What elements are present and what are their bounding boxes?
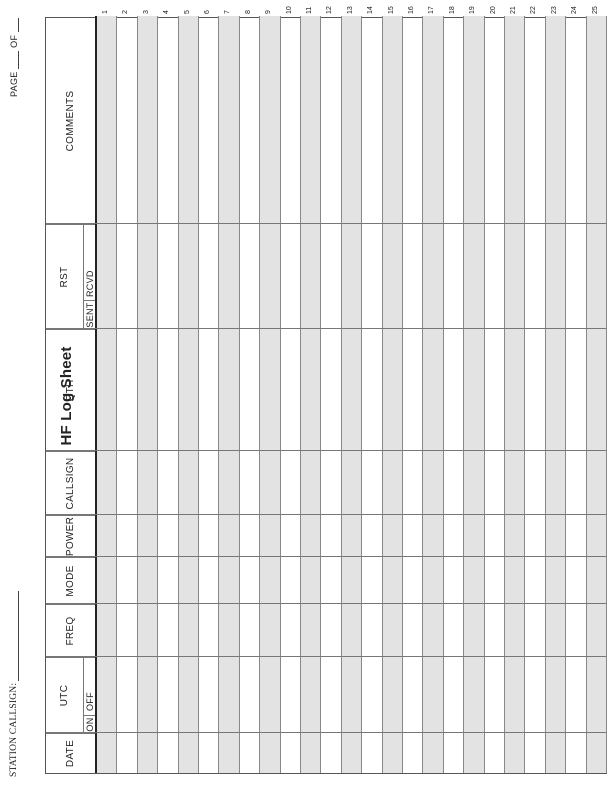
table-row[interactable] — [280, 16, 301, 773]
row-number: 25 — [591, 6, 599, 14]
page-total-blank[interactable] — [9, 17, 19, 32]
row-number: 9 — [265, 10, 273, 14]
row-number: 13 — [346, 6, 354, 14]
column-divider — [46, 556, 606, 557]
header-callsign-label: CALLSIGN — [65, 457, 76, 510]
header-date: DATE — [46, 733, 96, 773]
row-number: 24 — [571, 6, 579, 14]
page-number-blank[interactable] — [9, 50, 19, 69]
header-callsign: CALLSIGN — [46, 451, 96, 515]
header-power: POWER — [46, 515, 96, 557]
column-divider — [46, 450, 606, 451]
table-row[interactable] — [545, 16, 567, 773]
of-label: OF — [9, 34, 19, 48]
row-number: 4 — [163, 10, 171, 14]
table-row[interactable] — [505, 16, 526, 773]
column-divider — [46, 328, 606, 329]
column-divider — [46, 223, 606, 224]
header-mode-label: MODE — [65, 565, 76, 597]
table-row[interactable] — [443, 16, 465, 773]
row-number: 17 — [428, 6, 436, 14]
table-row[interactable] — [525, 16, 546, 773]
header-rst: RST SENT RCVD — [46, 224, 96, 329]
row-number: 3 — [142, 10, 150, 14]
table-row[interactable] — [199, 16, 220, 773]
header-power-label: POWER — [65, 516, 76, 557]
table-row[interactable] — [403, 16, 424, 773]
column-divider — [46, 514, 606, 515]
row-number: 1 — [102, 10, 109, 14]
row-number: 18 — [448, 6, 456, 14]
row-number: 2 — [122, 10, 130, 14]
table-row[interactable] — [484, 16, 505, 773]
table-row[interactable] — [423, 16, 444, 773]
table-row[interactable] — [464, 16, 485, 773]
page-label: PAGE — [9, 71, 19, 97]
column-divider — [46, 732, 606, 733]
header-rule — [95, 16, 97, 773]
header-comments-label: COMMENTS — [65, 90, 76, 152]
table-row[interactable] — [586, 16, 607, 773]
table-row[interactable] — [158, 16, 179, 773]
header-freq-label: FREQ — [65, 616, 76, 646]
row-number: 22 — [530, 6, 538, 14]
header-utc: UTC ON OFF — [46, 657, 96, 733]
row-number: 5 — [183, 10, 191, 14]
row-number: 8 — [244, 10, 252, 14]
table-row[interactable] — [239, 16, 261, 773]
station-callsign-field[interactable]: STATION CALLSIGN: — [9, 590, 19, 777]
header-qth: QTH — [46, 329, 96, 451]
table-row[interactable] — [341, 16, 363, 773]
column-divider — [46, 656, 606, 657]
table-row[interactable] — [321, 16, 342, 773]
table-row[interactable] — [117, 16, 138, 773]
table-row[interactable] — [260, 16, 281, 773]
station-callsign-label: STATION CALLSIGN: — [9, 682, 19, 777]
log-table: DATE UTC ON OFF FREQ MODE POWER CALLSIGN… — [45, 16, 607, 774]
page-of-field: PAGE OF — [9, 17, 19, 97]
row-number: 21 — [510, 6, 517, 14]
row-number: 10 — [285, 6, 293, 14]
row-number: 12 — [326, 6, 334, 14]
header-date-label: DATE — [65, 739, 76, 768]
table-row[interactable] — [301, 16, 322, 773]
row-number: 16 — [408, 6, 415, 14]
row-number: 11 — [306, 6, 313, 14]
table-row[interactable] — [219, 16, 240, 773]
header-rst-label: RST — [59, 266, 70, 288]
table-row[interactable] — [137, 16, 159, 773]
column-divider — [46, 603, 606, 604]
table-row[interactable] — [566, 16, 587, 773]
row-number: 15 — [387, 6, 395, 14]
row-number: 23 — [550, 6, 558, 14]
header-utc-label: UTC — [59, 684, 70, 707]
header-freq: FREQ — [46, 604, 96, 657]
row-number: 14 — [367, 6, 375, 14]
row-number: 20 — [489, 6, 497, 14]
table-row[interactable] — [178, 16, 199, 773]
header-comments: COMMENTS — [46, 18, 96, 224]
row-number: 6 — [204, 10, 211, 14]
table-row[interactable] — [97, 16, 118, 773]
row-number: 7 — [224, 10, 232, 14]
row-number: 19 — [469, 6, 477, 14]
header-mode: MODE — [46, 557, 96, 604]
table-row[interactable] — [382, 16, 403, 773]
table-row[interactable] — [362, 16, 383, 773]
station-callsign-blank[interactable] — [9, 590, 19, 681]
header-qth-label: QTH — [65, 379, 76, 402]
